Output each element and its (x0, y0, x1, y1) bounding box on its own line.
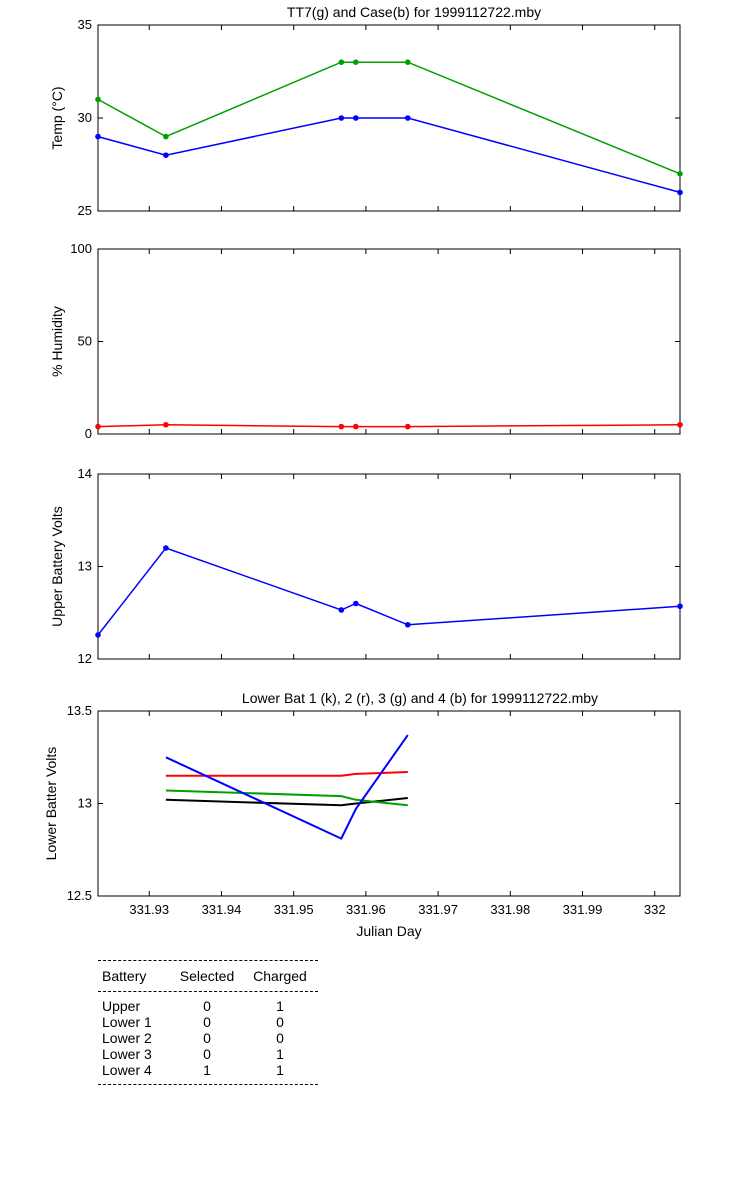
x-tick-label: 331.95 (274, 902, 314, 917)
header-charged: Charged (253, 968, 307, 984)
y-tick-label: 50 (78, 334, 92, 349)
chart-title: Lower Bat 1 (k), 2 (r), 3 (g) and 4 (b) … (242, 690, 598, 706)
table-top-rule (98, 960, 318, 961)
series-line (165, 734, 409, 840)
y-axis-label: Upper Battery Volts (49, 506, 65, 627)
x-tick-label: 331.98 (490, 902, 530, 917)
data-point (352, 115, 359, 121)
table-bottom-rule (98, 1084, 318, 1085)
cell-charged: 1 (276, 1046, 284, 1062)
data-point (163, 545, 169, 551)
cell-charged: 0 (276, 1030, 284, 1046)
data-point (404, 59, 411, 65)
data-point (677, 171, 683, 177)
series-line (97, 547, 681, 636)
cell-battery: Lower 3 (102, 1046, 152, 1062)
x-axis-label: Julian Day (356, 923, 421, 939)
series-line (165, 789, 408, 807)
data-point (352, 423, 359, 430)
x-tick-label: 331.93 (129, 902, 169, 917)
data-point (338, 59, 345, 65)
data-point (404, 621, 411, 628)
data-point (338, 115, 345, 121)
data-point (95, 133, 101, 140)
data-point (404, 115, 411, 121)
y-tick-label: 13 (78, 796, 92, 811)
y-tick-label: 35 (78, 17, 92, 32)
y-tick-label: 13 (78, 559, 92, 574)
y-axis-label: Temp (°C) (49, 86, 65, 149)
cell-battery: Upper (102, 998, 141, 1014)
header-battery: Battery (102, 968, 147, 984)
y-tick-label: 25 (78, 203, 92, 218)
y-axis-label: Lower Batter Volts (43, 747, 59, 861)
data-point (163, 133, 169, 140)
data-point (352, 59, 359, 65)
cell-charged: 1 (276, 1062, 284, 1078)
y-tick-label: 30 (78, 110, 92, 125)
y-tick-label: 12 (78, 651, 92, 666)
data-point (95, 96, 101, 103)
table-header-rule (98, 991, 318, 992)
y-axis-label: % Humidity (49, 306, 65, 377)
table-header-row: Battery Selected Charged (98, 961, 318, 991)
cell-selected: 0 (203, 1046, 211, 1062)
cell-charged: 0 (276, 1014, 284, 1030)
y-tick-label: 0 (85, 426, 92, 441)
y-tick-label: 14 (78, 466, 92, 481)
plot-frame (97, 473, 681, 660)
x-tick-label: 331.94 (202, 902, 242, 917)
table-row: Upper 0 1 (98, 998, 318, 1014)
data-point (677, 421, 683, 428)
data-point (352, 600, 359, 607)
y-tick-label: 100 (70, 241, 92, 256)
table-row: Lower 4 1 1 (98, 1062, 318, 1078)
battery-table: Battery Selected Charged Upper 0 1 Lower… (98, 960, 318, 1085)
series-line (165, 797, 408, 807)
cell-battery: Lower 4 (102, 1062, 152, 1078)
data-point (95, 423, 101, 430)
y-tick-label: 12.5 (67, 888, 92, 903)
table-row: Lower 3 0 1 (98, 1046, 318, 1062)
table-row: Lower 1 0 0 (98, 1014, 318, 1030)
x-tick-label: 331.99 (563, 902, 603, 917)
data-point (677, 603, 683, 610)
series-line (97, 424, 681, 428)
data-point (95, 632, 101, 638)
x-tick-label: 331.96 (346, 902, 386, 917)
cell-selected: 0 (203, 1014, 211, 1030)
cell-selected: 0 (203, 1030, 211, 1046)
data-point (338, 607, 345, 613)
data-point (338, 423, 345, 430)
cell-battery: Lower 2 (102, 1030, 152, 1046)
x-tick-label: 332 (644, 902, 666, 917)
data-point (677, 189, 683, 196)
series-line (97, 61, 681, 175)
cell-charged: 1 (276, 998, 284, 1014)
plot-frame (97, 248, 681, 435)
cell-selected: 1 (203, 1062, 211, 1078)
header-selected: Selected (179, 968, 235, 984)
chart-title: TT7(g) and Case(b) for 1999112722.mby (287, 4, 541, 20)
table-row: Lower 2 0 0 (98, 1030, 318, 1046)
data-point (404, 423, 411, 430)
data-point (163, 421, 169, 428)
cell-selected: 0 (203, 998, 211, 1014)
data-point (163, 152, 169, 158)
x-tick-label: 331.97 (418, 902, 458, 917)
series-line (97, 117, 681, 194)
cell-battery: Lower 1 (102, 1014, 152, 1030)
y-tick-label: 13.5 (67, 703, 92, 718)
